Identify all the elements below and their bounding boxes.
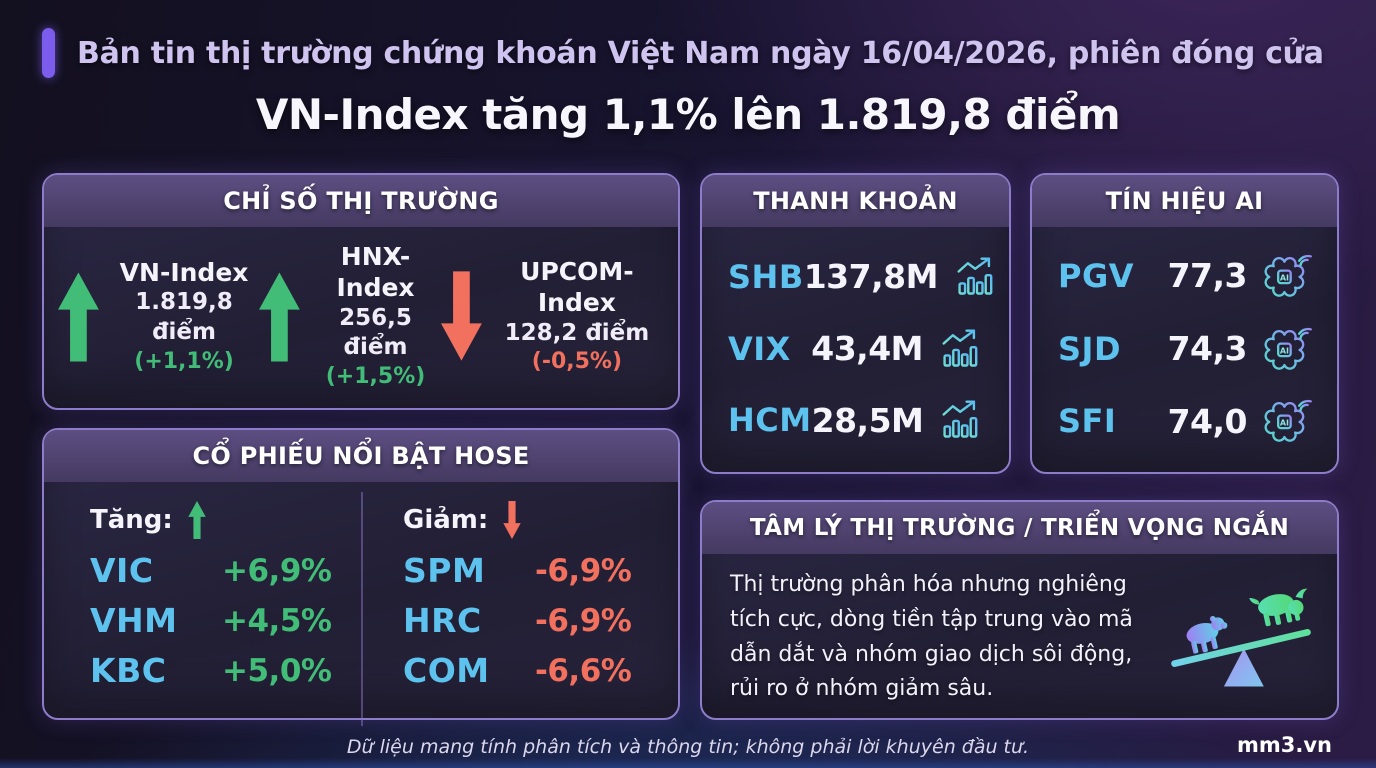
up-arrow-icon xyxy=(58,271,99,362)
index-value: 1.819,8 điểm xyxy=(135,288,233,345)
change-percent: -6,9% xyxy=(535,602,632,639)
page-subtitle: VN-Index tăng 1,1% lên 1.819,8 điểm xyxy=(255,90,1121,139)
ai-icon-label: AI xyxy=(1280,346,1289,355)
bar-chart-icon xyxy=(941,400,981,442)
ai-signals-panel: TÍN HIỆU AI PGV 77,3 AI SJD 74,3 xyxy=(1030,173,1339,474)
sentiment-text: Thị trường phân hóa nhưng nghiêng tích c… xyxy=(730,572,1133,702)
losers-column: Giảm: SPM -6,9% HRC -6,9% COM -6,6% xyxy=(361,492,678,726)
liquidity-row: VIX 43,4M xyxy=(728,327,985,371)
volume-value: 28,5M xyxy=(811,400,924,440)
sentiment-panel: TÂM LÝ THỊ TRƯỜNG / TRIỂN VỌNG NGẮN Thị … xyxy=(700,500,1339,720)
ticker-symbol: SHB xyxy=(728,257,804,296)
indices-panel-body: VN-Index 1.819,8 điểm (+1,1%) HNX-Index … xyxy=(44,227,678,406)
ticker-symbol: VIC xyxy=(90,551,154,590)
bear-icon xyxy=(1186,615,1228,654)
ai-score-value: 77,3 xyxy=(1167,256,1248,296)
liquidity-row: HCM 28,5M xyxy=(728,398,985,442)
gainers-label: Tăng: xyxy=(90,505,173,535)
market-indices-panel: CHỈ SỐ THỊ TRƯỜNG VN-Index 1.819,8 điểm … xyxy=(42,173,680,410)
loser-row: COM -6,6% xyxy=(403,651,678,690)
loser-row: SPM -6,9% xyxy=(403,551,678,590)
title-accent-bar xyxy=(42,28,55,78)
change-percent: -6,9% xyxy=(535,552,632,589)
index-item-hnxindex: HNX-Index 256,5 điểm (+1,5%) xyxy=(259,241,441,392)
ai-panel-title: TÍN HIỆU AI xyxy=(1032,175,1337,227)
index-name: VN-Index xyxy=(119,257,249,287)
volume-value: 43,4M xyxy=(811,329,923,368)
ticker-symbol: HRC xyxy=(403,601,482,640)
liquidity-row: SHB 137,8M xyxy=(728,255,995,299)
ai-icon-label: AI xyxy=(1280,419,1289,428)
loser-row: HRC -6,9% xyxy=(403,601,678,640)
footer-disclaimer: Dữ liệu mang tính phân tích và thông tin… xyxy=(346,736,1030,758)
up-arrow-icon xyxy=(188,501,206,539)
index-value: 256,5 điểm xyxy=(339,304,412,361)
sentiment-panel-title: TÂM LÝ THỊ TRƯỜNG / TRIỂN VỌNG NGẮN xyxy=(702,502,1337,554)
ticker-symbol: PGV xyxy=(1058,256,1134,295)
liquidity-panel-title: THANH KHOẢN xyxy=(702,175,1009,227)
change-percent: +4,5% xyxy=(222,602,332,639)
gainer-row: VIC +6,9% xyxy=(90,551,361,590)
ai-brain-icon: AI xyxy=(1264,400,1312,443)
ticker-symbol: SJD xyxy=(1058,329,1122,368)
ticker-symbol: VIX xyxy=(728,329,791,368)
ai-signal-row: SJD 74,3 AI xyxy=(1058,325,1313,373)
index-item-vnindex: VN-Index 1.819,8 điểm (+1,1%) xyxy=(58,257,259,377)
ai-score-value: 74,3 xyxy=(1167,329,1248,368)
ticker-symbol: HCM xyxy=(728,401,812,440)
index-change: (-0,5%) xyxy=(531,349,623,375)
hose-panel-title: CỔ PHIẾU NỔI BẬT HOSE xyxy=(44,430,678,482)
change-percent: +5,0% xyxy=(222,652,332,689)
gainers-column: Tăng: VIC +6,9% VHM +4,5% KBC +5,0% xyxy=(44,492,361,726)
ai-brain-icon: AI xyxy=(1264,327,1312,370)
down-arrow-icon xyxy=(440,271,482,362)
down-arrow-icon xyxy=(503,501,522,539)
page-title: Bản tin thị trường chứng khoán Việt Nam … xyxy=(77,35,1324,71)
sentiment-panel-body: Thị trường phân hóa nhưng nghiêng tích c… xyxy=(702,554,1337,717)
up-arrow-icon xyxy=(259,271,301,362)
index-name: HNX-Index xyxy=(336,242,415,303)
bull-bear-seesaw-icon xyxy=(1171,588,1311,686)
ticker-symbol: VHM xyxy=(90,601,178,640)
ticker-symbol: SPM xyxy=(403,551,486,590)
volume-value: 137,8M xyxy=(803,257,939,297)
index-item-upcomindex: UPCOM-Index 128,2 điểm (-0,5%) xyxy=(440,256,662,377)
ai-panel-body: PGV 77,3 AI SJD 74,3 AI xyxy=(1032,227,1337,472)
indices-panel-title: CHỈ SỐ THỊ TRƯỜNG xyxy=(44,175,678,227)
losers-label: Giảm: xyxy=(403,505,489,535)
ai-signal-row: PGV 77,3 AI xyxy=(1058,252,1313,300)
ai-signal-row: SFI 74,0 AI xyxy=(1058,397,1313,445)
liquidity-panel-body: SHB 137,8M VIX 43,4M HCM xyxy=(702,227,1009,472)
change-percent: +6,9% xyxy=(222,552,332,589)
ai-score-value: 74,0 xyxy=(1167,401,1248,441)
change-percent: -6,6% xyxy=(535,652,632,689)
index-change: (+1,1%) xyxy=(134,348,234,374)
bar-chart-icon xyxy=(941,328,980,370)
hose-movers-panel: CỔ PHIẾU NỔI BẬT HOSE Tăng: VIC +6,9% VH… xyxy=(42,428,680,726)
index-name: UPCOM-Index xyxy=(520,257,634,318)
gainer-row: VHM +4,5% xyxy=(90,601,361,640)
ai-brain-icon: AI xyxy=(1264,254,1312,297)
page-header: Bản tin thị trường chứng khoán Việt Nam … xyxy=(42,28,1324,78)
ticker-symbol: SFI xyxy=(1058,402,1117,441)
bull-icon xyxy=(1249,588,1308,626)
liquidity-panel: THANH KHOẢN SHB 137,8M VIX 43,4M xyxy=(700,173,1011,474)
ai-icon-label: AI xyxy=(1280,273,1289,282)
ticker-symbol: KBC xyxy=(90,651,167,690)
ticker-symbol: COM xyxy=(403,651,490,690)
index-value: 128,2 điểm xyxy=(504,319,650,346)
index-change: (+1,5%) xyxy=(325,364,426,390)
gainer-row: KBC +5,0% xyxy=(90,651,361,690)
brand-logo: mm3.vn xyxy=(1237,733,1332,757)
hose-panel-body: Tăng: VIC +6,9% VHM +4,5% KBC +5,0% Giảm… xyxy=(44,482,678,726)
bar-chart-icon xyxy=(956,257,995,299)
